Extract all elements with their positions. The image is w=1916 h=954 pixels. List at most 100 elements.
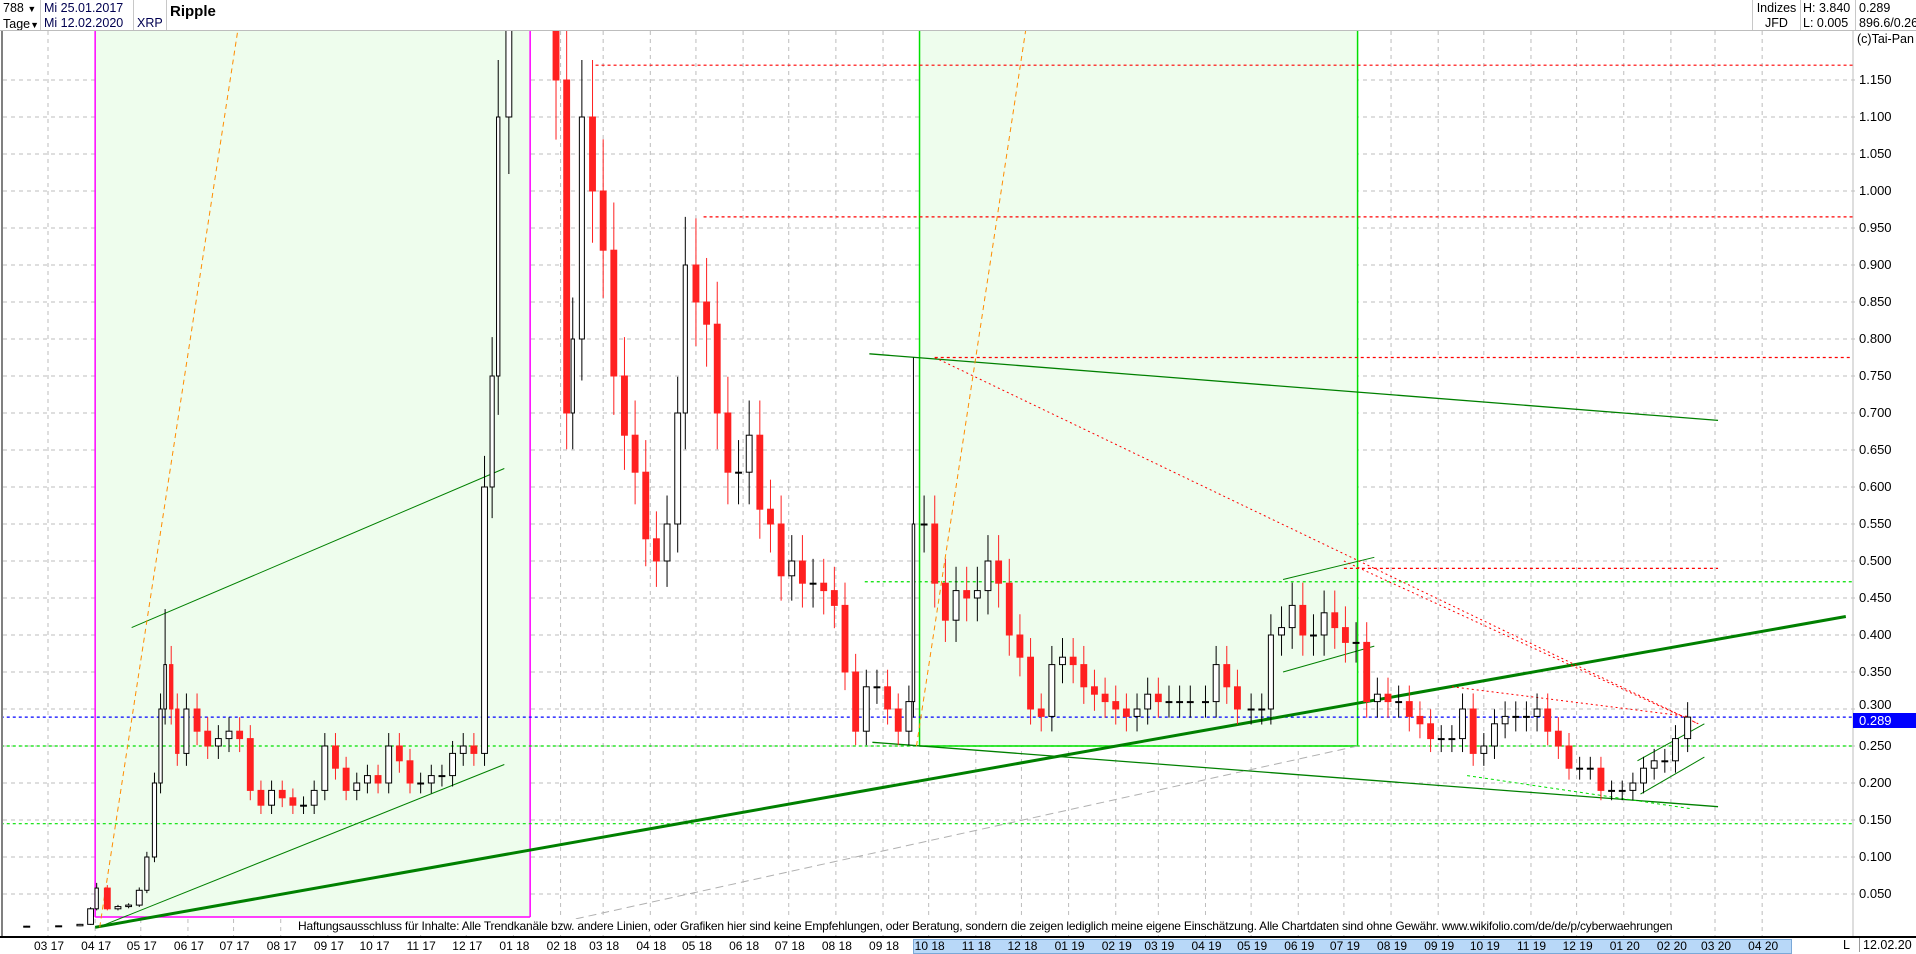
trend-line	[869, 353, 1719, 422]
current-price-label: 0.289	[1853, 713, 1916, 729]
trend-line	[1637, 723, 1705, 762]
candle	[905, 701, 913, 732]
candle	[995, 560, 1003, 584]
candle	[884, 686, 892, 710]
candle	[1101, 693, 1109, 703]
candle	[1544, 708, 1552, 732]
copyright: (c)Tai-Pan	[1857, 32, 1914, 46]
candle	[1469, 708, 1477, 754]
x-tick-label: 11 17	[406, 939, 436, 953]
trend-line	[1640, 756, 1705, 795]
candle	[1112, 701, 1120, 710]
x-tick-label: 10 18	[914, 939, 945, 953]
candle	[246, 738, 254, 791]
date-to[interactable]: Mi 12.02.2020	[44, 16, 124, 30]
disclaimer: Haftungsausschluss für Inhalte: Alle Tre…	[298, 919, 1673, 933]
x-tick-label: 01 18	[499, 939, 530, 953]
x-axis[interactable]: 03 17 04 17 05 17 06 17 07 17 08 17 09 17 10 17…	[0, 936, 1916, 954]
candle	[193, 708, 201, 732]
candle	[756, 434, 764, 510]
candle	[1037, 708, 1045, 717]
candle	[103, 887, 111, 910]
candle	[563, 79, 571, 414]
high-value: H: 3.840	[1803, 1, 1851, 15]
candle	[321, 745, 329, 791]
candle	[1448, 738, 1456, 741]
candle	[724, 412, 732, 473]
candle	[151, 782, 158, 858]
x-tick-label: 11 18	[961, 939, 991, 953]
candle	[911, 523, 916, 703]
candle	[631, 434, 639, 473]
candle	[735, 471, 742, 474]
x-axis-end-date: 12.02.20	[1859, 938, 1912, 952]
candle	[1586, 767, 1594, 770]
candle	[236, 730, 244, 740]
y-tick-label: 1.050	[1859, 146, 1892, 161]
last-price-cell: 0.289 896.6/0.26	[1856, 0, 1916, 30]
x-tick-label: 10 19	[1469, 939, 1500, 953]
candle	[1565, 745, 1573, 769]
trend-line	[915, 31, 1027, 747]
y-tick-label: 0.300	[1859, 697, 1892, 713]
candle	[589, 116, 596, 192]
count-dropdown[interactable]: 788 ▼	[0, 0, 40, 16]
trend-line	[1467, 775, 1693, 810]
candle	[599, 190, 607, 251]
x-tick-label: 04 20	[1748, 939, 1779, 953]
count-value: 788	[3, 1, 24, 15]
candle	[1629, 782, 1637, 791]
x-tick-label: 06 17	[173, 939, 204, 953]
x-tick-label: 03 20	[1701, 939, 1732, 953]
candle	[820, 582, 828, 592]
candle	[1278, 627, 1285, 636]
candle	[1186, 701, 1194, 704]
candle	[114, 906, 122, 910]
y-tick-label: 0.450	[1859, 590, 1892, 605]
x-axis-end-marker[interactable]: L	[1843, 938, 1850, 952]
candle	[745, 434, 753, 473]
dropdown-arrow-icon: ▼	[30, 20, 40, 30]
trend-line	[99, 31, 239, 928]
x-tick-label: 07 19	[1329, 939, 1360, 953]
candle	[1416, 715, 1424, 725]
x-tick-label: 05 17	[126, 939, 157, 953]
date-from[interactable]: Mi 25.01.2017	[44, 1, 124, 15]
candle	[135, 889, 143, 906]
x-tick-label: 10 17	[359, 939, 390, 953]
candle	[1299, 604, 1307, 636]
candle	[952, 590, 960, 621]
period-dropdown[interactable]: Tage▼	[0, 16, 40, 30]
candle	[459, 745, 467, 754]
candle	[852, 671, 860, 732]
symbol: XRP	[137, 16, 163, 30]
candle	[610, 249, 618, 377]
candle	[963, 590, 971, 599]
shaded-ranges	[94, 31, 1359, 918]
high-low-cell: H: 3.840 L: 0.005	[1800, 0, 1856, 30]
candle	[310, 789, 318, 806]
low-value: L: 0.005	[1803, 16, 1849, 30]
candle	[1258, 708, 1266, 711]
candle	[703, 301, 711, 325]
candle	[1480, 745, 1488, 754]
candle	[894, 708, 902, 732]
candle	[1212, 664, 1220, 703]
horizontal-lines	[3, 64, 1853, 825]
candle	[470, 745, 478, 754]
candle	[692, 264, 700, 303]
candle	[1437, 738, 1445, 741]
candle	[496, 116, 501, 377]
candle	[1310, 634, 1317, 637]
candle	[1576, 767, 1584, 770]
candle	[920, 523, 928, 526]
candle	[1133, 708, 1141, 717]
market: Indizes	[1756, 1, 1797, 15]
candles	[23, 31, 1692, 928]
x-tick-label: 03 18	[589, 939, 620, 953]
candle	[268, 789, 276, 806]
candle	[438, 775, 446, 778]
candle	[674, 412, 682, 525]
candle	[1027, 656, 1034, 710]
